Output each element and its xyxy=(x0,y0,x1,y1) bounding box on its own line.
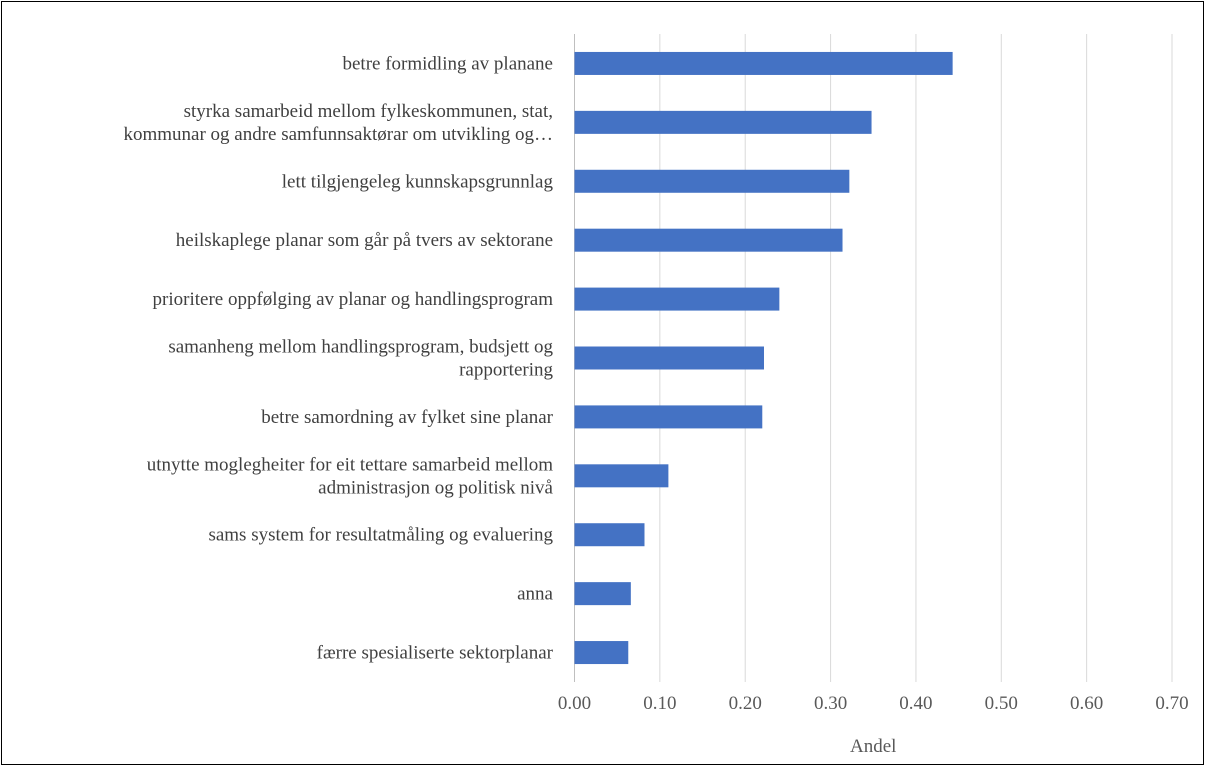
category-label: styrka samarbeid mellom fylkeskommunen, … xyxy=(184,101,553,122)
bar xyxy=(574,464,669,488)
x-axis-title: Andel xyxy=(850,736,896,757)
category-label: anna xyxy=(517,584,553,605)
category-label: betre samordning av fylket sine planar xyxy=(261,407,553,428)
category-label: færre spesialiserte sektorplanar xyxy=(317,643,554,664)
x-tick-labels: 0.00 0.10 0.20 0.30 0.40 0.50 0.60 0.70 xyxy=(558,693,1189,714)
category-label: samanheng mellom handlingsprogram, budsj… xyxy=(168,337,553,358)
bar xyxy=(574,405,763,429)
x-tick-label: 0.10 xyxy=(643,693,676,714)
x-tick-label: 0.70 xyxy=(1155,693,1188,714)
category-label: utnytte moglegheiter for eit tettare sam… xyxy=(147,454,553,475)
x-tick-label: 0.00 xyxy=(558,693,591,714)
category-label: betre formidling av planane xyxy=(342,53,553,74)
category-label: sams system for resultatmåling og evalue… xyxy=(208,525,553,546)
bar xyxy=(574,228,843,252)
bar xyxy=(574,582,631,606)
bar xyxy=(574,523,645,547)
bar xyxy=(574,110,872,134)
bar xyxy=(574,641,629,665)
category-label: lett tilgjengeleg kunnskapsgrunnlag xyxy=(282,171,554,192)
bar xyxy=(574,346,764,370)
x-tick-label: 0.60 xyxy=(1070,693,1103,714)
gridlines xyxy=(574,34,1173,682)
x-tick-label: 0.20 xyxy=(729,693,762,714)
category-label: heilskaplege planar som går på tvers av … xyxy=(176,230,553,251)
bar xyxy=(574,169,850,193)
x-tick-label: 0.30 xyxy=(814,693,847,714)
x-tick-label: 0.40 xyxy=(899,693,932,714)
category-label: rapportering xyxy=(459,360,553,381)
x-tick-label: 0.50 xyxy=(985,693,1018,714)
category-labels: betre formidling av planane styrka samarb… xyxy=(123,53,553,663)
category-label: administrasjon og politisk nivå xyxy=(318,477,553,498)
bar xyxy=(574,287,780,311)
category-label: kommunar og andre samfunnsaktørar om utv… xyxy=(123,124,553,145)
bars xyxy=(574,51,953,665)
bar xyxy=(574,51,953,75)
category-label: prioritere oppfølging av planar og handl… xyxy=(153,289,554,310)
